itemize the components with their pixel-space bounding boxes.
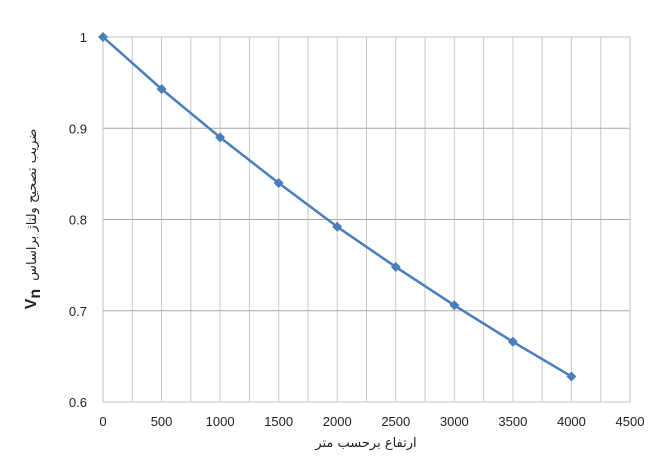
data-point xyxy=(449,300,460,311)
y-tick-label: 0.7 xyxy=(69,304,87,319)
x-tick-label: 4000 xyxy=(557,414,586,429)
x-tick-label: 500 xyxy=(151,414,173,429)
x-tick-label: 0 xyxy=(99,414,106,429)
data-point xyxy=(98,32,108,42)
series-group xyxy=(98,32,577,382)
y-axis-title-symbol: V xyxy=(23,298,40,309)
x-axis-ticks: 0 500 1000 1500 2000 2500 3000 3500 4000 4500 xyxy=(99,414,644,429)
x-tick-label: 1500 xyxy=(264,414,293,429)
y-tick-label: 0.6 xyxy=(69,395,87,410)
data-point xyxy=(390,261,401,272)
data-point xyxy=(507,336,518,347)
y-tick-label: 0.9 xyxy=(69,121,87,136)
y-axis-ticks: 0.6 0.7 0.8 0.9 1 xyxy=(69,30,87,410)
data-point xyxy=(273,178,284,188)
y-tick-label: 0.8 xyxy=(69,213,87,228)
x-tick-label: 3500 xyxy=(498,414,527,429)
data-point xyxy=(332,221,343,232)
y-tick-label: 1 xyxy=(80,30,87,45)
x-axis-title: ارتفاع برحسب متر xyxy=(314,436,416,451)
y-axis-title-text: ضریب تصحیح ولتاژ براساس xyxy=(25,129,40,281)
x-tick-label: 4500 xyxy=(616,414,645,429)
horizontal-gridlines xyxy=(103,127,630,312)
y-axis-title: Vn ضریب تصحیح ولتاژ براساس xyxy=(23,129,44,310)
data-point xyxy=(566,371,577,382)
x-tick-label: 1000 xyxy=(206,414,235,429)
x-tick-label: 2500 xyxy=(381,414,410,429)
y-axis-title-subscript: n xyxy=(27,289,44,299)
x-tick-label: 2000 xyxy=(323,414,352,429)
data-point xyxy=(215,132,226,143)
data-point xyxy=(156,84,167,95)
x-tick-label: 3000 xyxy=(440,414,469,429)
